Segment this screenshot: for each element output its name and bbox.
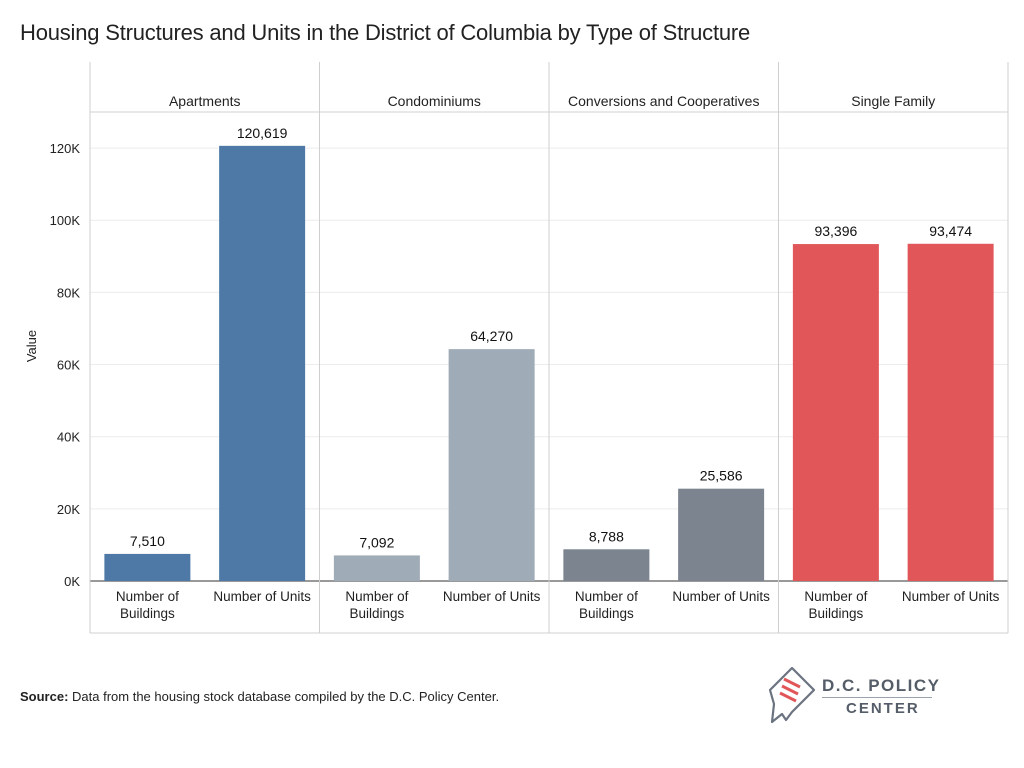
bar [563, 549, 650, 581]
x-tick-label: Number of Units [902, 589, 1000, 604]
x-tick-label: Number of Units [443, 589, 541, 604]
dc-map-icon [768, 666, 816, 724]
data-label: 64,270 [470, 328, 513, 344]
y-tick-label: 60K [57, 358, 80, 373]
bar [333, 555, 420, 581]
chart-title: Housing Structures and Units in the Dist… [20, 20, 751, 45]
panel-header: Apartments [169, 93, 241, 109]
y-tick-label: 100K [50, 213, 81, 228]
y-tick-label: 20K [57, 502, 80, 517]
bar [219, 145, 306, 582]
x-tick-label: Number of Buildings [804, 589, 867, 621]
bar-chart: 0K 20K 40K 60K 80K 100K 120K Value Apartments 7,5… [24, 62, 1009, 634]
source-text: Data from the housing stock database com… [72, 689, 500, 704]
source-note: Source: Data from the housing stock data… [20, 689, 499, 704]
data-label: 7,510 [130, 533, 165, 549]
data-label: 7,092 [359, 534, 394, 550]
x-tick-label: Number of Units [213, 589, 311, 604]
source-label: Source: [20, 689, 69, 704]
x-tick-label: Number of Units [672, 589, 770, 604]
y-tick-label: 80K [57, 285, 80, 300]
y-tick-label: 120K [50, 141, 81, 156]
bar [104, 553, 191, 581]
data-label: 8,788 [589, 528, 624, 544]
logo-divider [822, 697, 932, 698]
bar [448, 349, 535, 581]
dc-policy-center-logo: D.C. POLICY CENTER [760, 660, 960, 740]
data-label: 25,586 [700, 468, 743, 484]
logo-text-line1: D.C. POLICY [822, 676, 941, 695]
logo-text-line2: CENTER [846, 700, 920, 717]
data-label: 93,474 [929, 223, 972, 239]
data-label: 120,619 [237, 125, 288, 141]
y-tick-label: 40K [57, 430, 80, 445]
data-label: 93,396 [814, 223, 857, 239]
x-tick-label: Number of Buildings [116, 589, 179, 621]
bar [792, 244, 879, 581]
y-axis-label: Value [24, 330, 39, 362]
panel-header: Single Family [851, 93, 935, 109]
panel-header: Conversions and Cooperatives [568, 93, 759, 109]
x-tick-label: Number of Buildings [575, 589, 638, 621]
bar [907, 243, 994, 581]
bar [678, 488, 765, 581]
x-tick-label: Number of Buildings [345, 589, 408, 621]
panel-header: Condominiums [388, 93, 481, 109]
y-tick-label: 0K [64, 574, 80, 589]
